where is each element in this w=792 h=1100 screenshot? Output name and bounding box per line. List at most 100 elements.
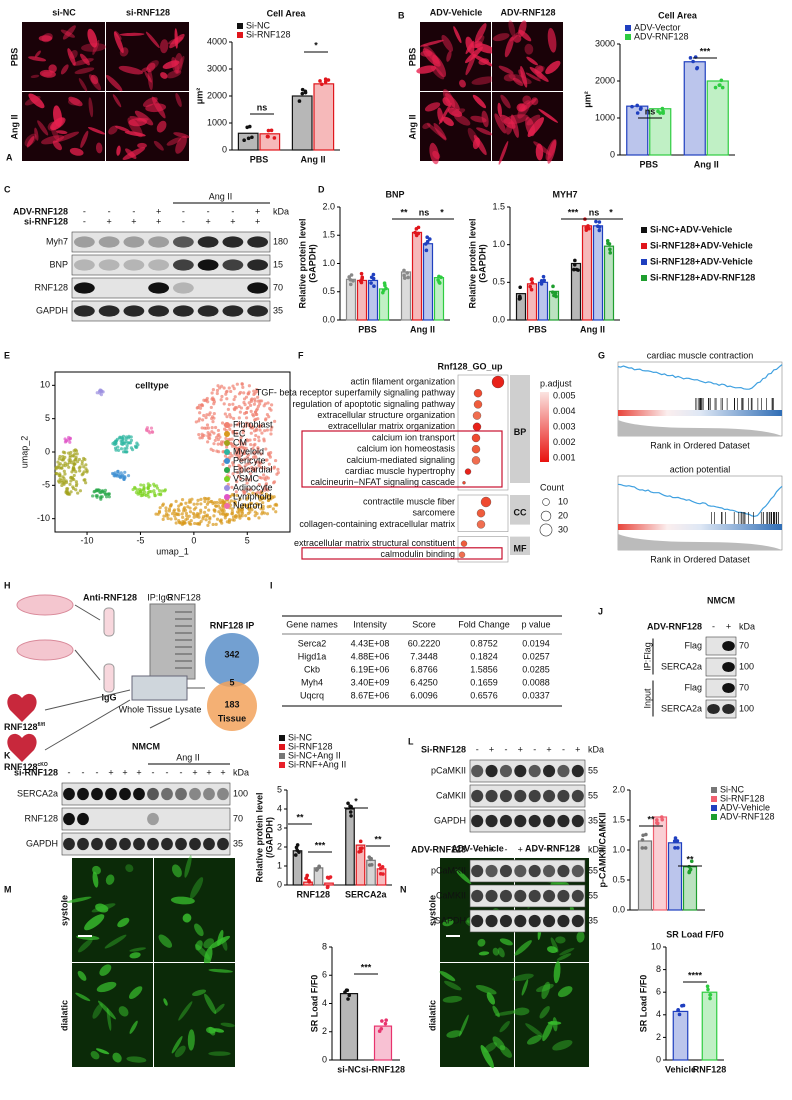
- cell: [79, 53, 90, 66]
- band: [499, 789, 512, 803]
- cell-point: [272, 481, 276, 485]
- go-term: TGF- beta receptor superfamily signaling…: [256, 388, 456, 398]
- cell: [497, 947, 505, 958]
- label-base: RNF128: [4, 722, 38, 732]
- cell-point: [211, 501, 215, 506]
- cell-point: [253, 391, 257, 395]
- treatment-sign: +: [136, 767, 141, 777]
- go-dot: [473, 400, 483, 409]
- cell-point: [263, 429, 267, 433]
- cell-point: [231, 518, 235, 522]
- go-term: contractile muscle fiber: [363, 496, 455, 506]
- cell-point: [249, 399, 254, 403]
- band: [499, 889, 512, 903]
- blot-header: Ang II: [176, 752, 200, 762]
- cell: [539, 1006, 550, 1019]
- bar: [237, 132, 259, 151]
- cell-point: [228, 464, 232, 468]
- cell-point: [243, 457, 247, 461]
- cell-point: [174, 517, 178, 521]
- bar: [373, 1025, 393, 1061]
- cell: [446, 1030, 462, 1038]
- band: [161, 787, 173, 801]
- band: [105, 787, 117, 801]
- cell-point: [60, 466, 64, 470]
- band: [247, 259, 269, 271]
- sample-dot: [325, 875, 330, 880]
- band: [485, 764, 498, 778]
- band: [557, 889, 570, 903]
- bar: [706, 80, 729, 156]
- treatment-label: si-RNF128: [24, 216, 68, 226]
- band: [543, 789, 556, 803]
- cell-point: [219, 440, 224, 444]
- cell-point: [119, 447, 124, 451]
- cell: [28, 93, 45, 109]
- blot-strip: [469, 784, 586, 808]
- cell-point: [204, 415, 208, 420]
- table-cell: 6.4250: [410, 677, 438, 687]
- cell: [69, 49, 78, 59]
- sample-dot: [718, 83, 722, 87]
- cell-point: [66, 492, 70, 496]
- cell-point: [209, 405, 213, 410]
- sample-dot: [378, 866, 383, 871]
- cell-point: [267, 415, 271, 419]
- legend-label: Si-NC+Ang II: [288, 750, 341, 760]
- cell-point: [72, 462, 76, 467]
- y-axis-label: p-CAMKII/CAMKII: [597, 813, 607, 888]
- cell-point: [238, 497, 242, 501]
- table-header: Intensity: [353, 619, 387, 629]
- rank-bar: [618, 524, 782, 530]
- cell: [518, 20, 527, 38]
- significance: *: [440, 207, 444, 217]
- cell-point: [188, 510, 193, 514]
- cell-point: [199, 508, 203, 512]
- band: [528, 864, 541, 878]
- cell: [92, 1003, 103, 1019]
- sample-dot: [348, 282, 353, 287]
- sample-dot: [384, 286, 388, 291]
- cell-point: [223, 412, 227, 416]
- treatment-sign: +: [489, 744, 494, 754]
- y-tick-label: 6: [322, 970, 327, 980]
- cell: [442, 89, 456, 109]
- cell-point: [114, 448, 118, 452]
- cell: [494, 1010, 519, 1016]
- kda-marker: 100: [739, 703, 754, 713]
- legend-label: Myeloid: [233, 446, 264, 456]
- treatment-sign: +: [156, 216, 161, 226]
- kda-marker: 70: [233, 813, 243, 823]
- cell-point: [218, 501, 222, 505]
- cell: [478, 951, 490, 956]
- bar: [652, 816, 668, 911]
- cell-point: [242, 400, 246, 405]
- sample-dot: [381, 872, 385, 876]
- cell-point: [248, 478, 252, 482]
- sample-dot: [691, 59, 695, 64]
- cell: [194, 923, 204, 937]
- kda-label: kDa: [588, 744, 604, 754]
- cell-point: [265, 512, 270, 516]
- cell-point: [133, 444, 138, 448]
- cell-point: [222, 402, 226, 406]
- cell-point: [268, 467, 273, 471]
- x-axis-label: Rank in Ordered Dataset: [650, 440, 750, 450]
- sample-dot: [369, 281, 373, 285]
- cell: [444, 980, 462, 991]
- legend-marker: [279, 762, 285, 768]
- cell-point: [220, 394, 224, 399]
- cell: [115, 125, 130, 132]
- kda-marker: 70: [739, 682, 749, 692]
- sample-dot: [630, 104, 634, 109]
- go-dot: [473, 389, 483, 398]
- cell-point: [259, 476, 264, 480]
- y-tick-label: 3: [277, 822, 282, 832]
- band: [217, 787, 229, 801]
- y-axis-label: μm²: [582, 91, 592, 108]
- cell-point: [243, 490, 247, 494]
- cell-point: [184, 501, 188, 505]
- cell-point: [266, 401, 270, 405]
- cell-point: [68, 440, 72, 444]
- cell-point: [196, 522, 200, 526]
